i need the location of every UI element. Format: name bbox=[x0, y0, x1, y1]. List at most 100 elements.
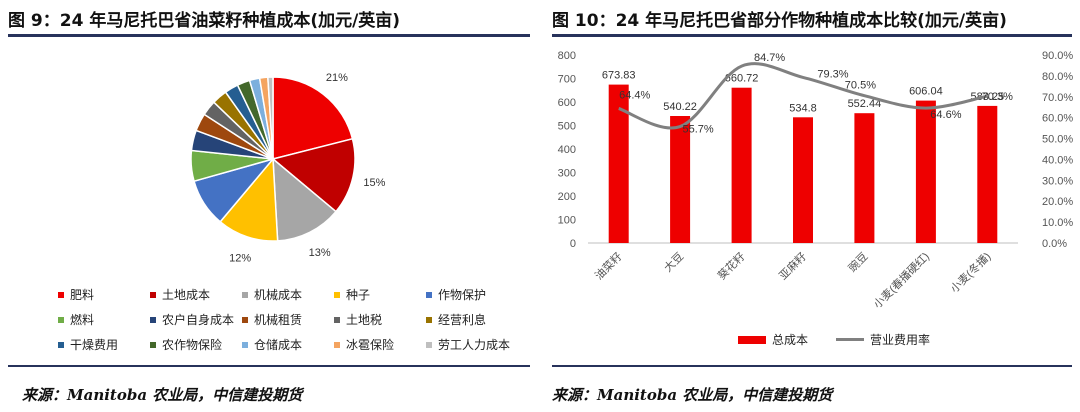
legend-swatch bbox=[242, 291, 248, 298]
legend-swatch-total-cost bbox=[738, 335, 766, 344]
line-data-label: 70.5% bbox=[845, 80, 876, 92]
bar-data-label: 673.83 bbox=[602, 70, 636, 82]
legend-row: 干燥费用 农作物保险 仓储成本 冰雹保险 劳工人力成本 bbox=[58, 332, 528, 357]
legend-label: 种子 bbox=[346, 288, 371, 302]
bar bbox=[793, 117, 813, 243]
line-series bbox=[618, 62, 988, 130]
y-right-tick-label: 50.0% bbox=[1042, 134, 1073, 146]
legend-label: 机械成本 bbox=[254, 288, 303, 302]
line-data-label: 70.3% bbox=[982, 91, 1013, 103]
legend-swatch bbox=[242, 316, 248, 323]
y-right-tick-label: 0.0% bbox=[1042, 238, 1067, 250]
source-note: 来源：Manitoba 农业局，中信建投期货 bbox=[22, 386, 303, 404]
legend-item: 冰雹保险 bbox=[334, 336, 426, 353]
legend-row: 肥料 土地成本 机械成本 种子 作物保护 bbox=[58, 282, 528, 307]
legend-label-total-cost: 总成本 bbox=[772, 333, 809, 347]
legend-label: 经营利息 bbox=[438, 313, 487, 327]
pie-data-label: 12% bbox=[229, 253, 251, 265]
pie-legend: 肥料 土地成本 机械成本 种子 作物保护燃料 农户自身成本 机械租赁 土地税 经营利息干燥费用 农… bbox=[58, 282, 528, 357]
legend-swatch bbox=[58, 291, 64, 298]
legend-item: 燃料 bbox=[58, 311, 150, 328]
legend-label: 肥料 bbox=[70, 288, 95, 302]
legend-swatch bbox=[426, 291, 432, 298]
x-tick-label: 油菜籽 bbox=[592, 249, 625, 282]
line-data-label: 79.3% bbox=[817, 68, 848, 80]
pie-slice bbox=[272, 157, 337, 242]
legend-row: 燃料 农户自身成本 机械租赁 土地税 经营利息 bbox=[58, 307, 528, 332]
y-right-tick-label: 90.0% bbox=[1042, 50, 1073, 62]
legend-label: 农户自身成本 bbox=[162, 313, 235, 327]
line-data-label: 64.4% bbox=[619, 90, 650, 102]
bar-data-label: 534.8 bbox=[789, 102, 817, 114]
bar bbox=[977, 105, 998, 244]
y-left-tick-label: 400 bbox=[558, 144, 576, 156]
legend-item: 机械租赁 bbox=[242, 311, 334, 328]
legend-label: 劳工人力成本 bbox=[438, 338, 511, 352]
legend-item: 农户自身成本 bbox=[150, 311, 242, 328]
legend-item: 仓储成本 bbox=[242, 336, 334, 353]
y-left-tick-label: 100 bbox=[558, 215, 576, 227]
bar bbox=[915, 100, 936, 243]
legend-swatch-expense-rate bbox=[836, 338, 865, 341]
legend-swatch bbox=[334, 341, 340, 348]
line-data-label: 55.7% bbox=[682, 124, 713, 136]
bar-data-label: 606.04 bbox=[909, 86, 943, 98]
line-data-label: 64.6% bbox=[930, 109, 961, 121]
bar bbox=[731, 87, 752, 243]
combo-legend: 总成本 营业费用率 bbox=[738, 331, 930, 348]
pie-slice bbox=[219, 157, 279, 242]
line-data-label: 84.7% bbox=[754, 52, 785, 64]
x-tick-label: 大豆 bbox=[661, 249, 686, 274]
x-tick-label: 亚麻籽 bbox=[776, 249, 809, 282]
x-tick-label: 小麦(冬播) bbox=[947, 249, 993, 295]
legend-label: 土地税 bbox=[346, 313, 383, 327]
legend-swatch bbox=[150, 291, 156, 298]
legend-swatch bbox=[242, 341, 248, 348]
bottom-divider bbox=[8, 365, 530, 367]
combo-chart: 0 100 200 300 400 500 600 700 800 0.0% 10.0% 20.0% 3… bbox=[558, 50, 1074, 311]
legend-swatch bbox=[334, 316, 340, 323]
pie-data-label: 15% bbox=[363, 177, 385, 189]
bar bbox=[608, 84, 629, 243]
legend-swatch bbox=[150, 341, 156, 348]
x-tick-label: 豌豆 bbox=[845, 249, 870, 274]
pie-data-label: 21% bbox=[326, 72, 348, 84]
y-left-tick-label: 600 bbox=[558, 97, 576, 109]
pie-data-label: 13% bbox=[309, 247, 331, 259]
legend-label-expense-rate: 营业费用率 bbox=[870, 333, 931, 347]
legend-label: 机械租赁 bbox=[254, 313, 303, 327]
y-left-tick-label: 200 bbox=[558, 191, 576, 203]
combo-chart-panel: 图 10：24 年马尼托巴省部分作物种植成本比较(加元/英亩) 0 100 200 3… bbox=[552, 0, 1080, 412]
y-right-tick-label: 10.0% bbox=[1042, 217, 1073, 229]
bar-data-label: 540.22 bbox=[663, 101, 697, 113]
legend-label: 干燥费用 bbox=[70, 338, 119, 352]
legend-item: 肥料 bbox=[58, 286, 150, 303]
pie-chart: 21% 15% 13% 12% bbox=[190, 72, 386, 265]
y-left-tick-label: 700 bbox=[558, 74, 576, 86]
y-right-tick-label: 40.0% bbox=[1042, 154, 1073, 166]
title-divider bbox=[8, 34, 530, 37]
title-divider bbox=[552, 34, 1072, 37]
legend-label: 燃料 bbox=[70, 313, 95, 327]
y-right-tick-label: 60.0% bbox=[1042, 113, 1073, 125]
legend-label: 作物保护 bbox=[438, 288, 487, 302]
legend-swatch bbox=[150, 316, 156, 323]
y-right-tick-label: 70.0% bbox=[1042, 92, 1073, 104]
bar bbox=[670, 116, 691, 243]
legend-item: 土地成本 bbox=[150, 286, 242, 303]
bar bbox=[854, 113, 875, 243]
bottom-divider bbox=[552, 365, 1072, 367]
legend-label: 农作物保险 bbox=[162, 338, 223, 352]
y-left-tick-label: 800 bbox=[558, 50, 576, 62]
x-tick-label: 小麦(春播硬红) bbox=[870, 249, 932, 311]
pie-slice bbox=[272, 76, 354, 160]
legend-label: 冰雹保险 bbox=[346, 338, 395, 352]
bar-data-label: 660.72 bbox=[725, 73, 759, 85]
y-right-tick-label: 20.0% bbox=[1042, 196, 1073, 208]
legend-label: 土地成本 bbox=[162, 288, 211, 302]
legend-item: 农作物保险 bbox=[150, 336, 242, 353]
legend-swatch bbox=[58, 341, 64, 348]
legend-item: 作物保护 bbox=[426, 286, 518, 303]
legend-swatch bbox=[426, 341, 432, 348]
y-left-tick-label: 300 bbox=[558, 168, 576, 180]
